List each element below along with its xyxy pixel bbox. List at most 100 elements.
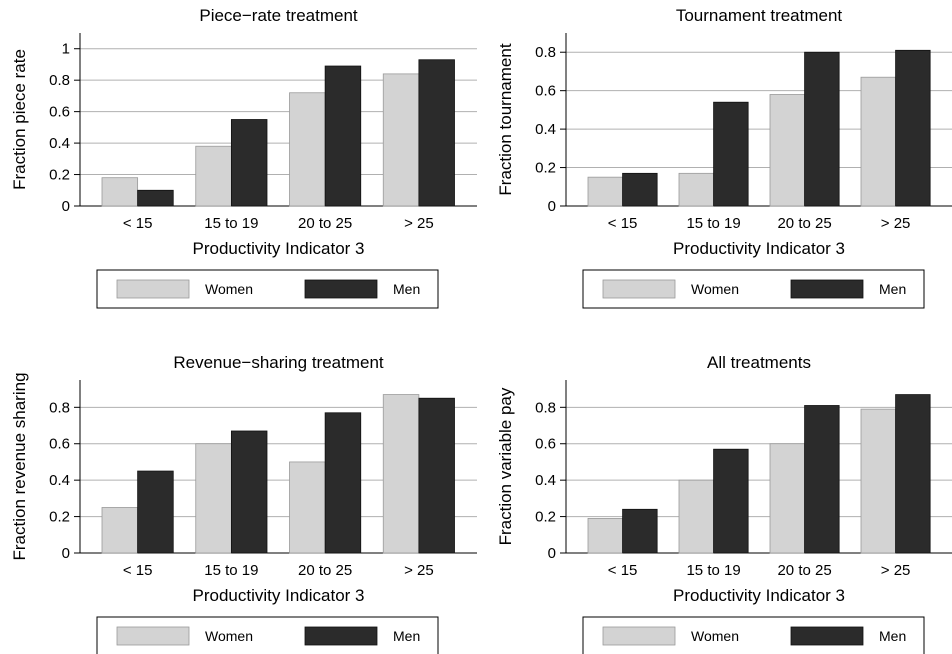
y-axis-label: Fraction tournament [496, 43, 515, 195]
legend-label-women: Women [691, 281, 739, 297]
x-tick-label: < 15 [123, 562, 153, 579]
bar-women-2 [195, 443, 232, 554]
y-tick-label: 0.4 [49, 472, 70, 489]
x-tick-label: > 25 [404, 562, 434, 579]
bar-women-1 [101, 177, 139, 207]
y-tick-label: 0.8 [49, 399, 70, 416]
chart-panel-3: Revenue−sharing treatment 0 0.2 0.4 0.6 0.8 Fr… [10, 353, 477, 654]
legend-label-men: Men [879, 281, 906, 297]
bar-women-3 [289, 461, 326, 554]
y-tick-label: 0 [62, 198, 70, 215]
bar-men-2 [230, 119, 268, 207]
bar-men-1 [622, 172, 658, 207]
y-tick-label: 0 [548, 198, 556, 215]
x-tick-label: < 15 [608, 215, 638, 232]
x-tick-label: 20 to 25 [777, 215, 831, 232]
bar-men-3 [324, 412, 362, 554]
legend-swatch-men [790, 626, 864, 646]
y-tick-label: 0.6 [535, 83, 556, 100]
legend-swatch-men [790, 279, 864, 299]
y-tick-label: 0.4 [535, 472, 556, 489]
chart-title: Tournament treatment [676, 6, 843, 25]
y-tick-label: 0.2 [49, 509, 70, 526]
bar-women-3 [289, 92, 326, 207]
y-tick-label: 0.2 [535, 160, 556, 177]
bar-men-4 [418, 59, 455, 207]
y-axis-label: Fraction piece rate [10, 49, 29, 190]
x-axis-label: Productivity Indicator 3 [193, 586, 365, 605]
legend-swatch-women [602, 279, 676, 299]
bar-men-1 [622, 508, 658, 554]
chart-title: All treatments [707, 353, 811, 372]
chart-panel-4: All treatments 0 0.2 0.4 0.6 0.8 Fraction vari… [496, 353, 952, 654]
bar-men-4 [895, 49, 931, 207]
bar-women-3 [769, 443, 805, 554]
y-tick-label: 0.4 [535, 121, 556, 138]
chart-title: Piece−rate treatment [199, 6, 358, 25]
x-axis-label: Productivity Indicator 3 [673, 239, 845, 258]
x-tick-label: > 25 [881, 562, 911, 579]
legend-label-women: Women [205, 281, 253, 297]
y-tick-label: 0 [62, 545, 70, 562]
x-tick-label: 20 to 25 [298, 215, 352, 232]
legend: Women Men [582, 616, 925, 654]
bar-men-2 [230, 430, 268, 554]
legend: Women Men [96, 269, 439, 309]
y-tick-label: 0 [548, 545, 556, 562]
legend-box [96, 616, 439, 654]
x-tick-label: > 25 [881, 215, 911, 232]
y-tick-label: 1 [62, 41, 70, 58]
bar-women-2 [195, 145, 232, 207]
bar-men-3 [804, 405, 840, 554]
y-axis-label: Fraction revenue sharing [10, 372, 29, 560]
legend-swatch-women [116, 279, 190, 299]
y-tick-label: 0.8 [535, 44, 556, 61]
bar-women-4 [382, 73, 420, 207]
bar-men-2 [713, 101, 749, 207]
bar-women-2 [678, 479, 714, 554]
bar-women-1 [101, 507, 139, 554]
legend-swatch-men [304, 626, 378, 646]
legend-swatch-women [116, 626, 190, 646]
x-tick-label: 15 to 19 [204, 562, 258, 579]
chart-panel-1: Piece−rate treatment 0 0.2 0.4 0.6 0.8 1 Fracti… [10, 6, 477, 309]
bar-women-1 [587, 518, 623, 554]
bar-women-4 [860, 408, 896, 554]
legend-label-men: Men [879, 628, 906, 644]
x-tick-label: 15 to 19 [686, 215, 740, 232]
y-tick-label: 0.2 [49, 167, 70, 184]
x-tick-label: 20 to 25 [777, 562, 831, 579]
bar-men-4 [418, 397, 455, 554]
legend-label-men: Men [393, 281, 420, 297]
x-tick-label: 15 to 19 [686, 562, 740, 579]
bar-men-3 [324, 65, 362, 207]
y-tick-label: 0.4 [49, 135, 70, 152]
x-tick-label: < 15 [123, 215, 153, 232]
x-tick-label: 20 to 25 [298, 562, 352, 579]
legend: Women Men [96, 616, 439, 654]
bar-men-1 [137, 470, 174, 554]
bar-women-4 [382, 394, 420, 554]
y-tick-label: 0.2 [535, 509, 556, 526]
y-axis-label: Fraction variable pay [496, 387, 515, 545]
legend-label-men: Men [393, 628, 420, 644]
y-tick-label: 0.8 [49, 72, 70, 89]
x-tick-label: 15 to 19 [204, 215, 258, 232]
chart-panel-2: Tournament treatment 0 0.2 0.4 0.6 0.8 Fractio… [496, 6, 952, 309]
bar-women-1 [587, 176, 623, 207]
bar-women-3 [769, 94, 805, 207]
bar-women-2 [678, 172, 714, 207]
chart-title: Revenue−sharing treatment [173, 353, 384, 372]
bar-men-4 [895, 394, 931, 554]
y-tick-label: 0.6 [49, 436, 70, 453]
bar-women-4 [860, 76, 896, 207]
legend-label-women: Women [691, 628, 739, 644]
y-tick-label: 0.6 [535, 436, 556, 453]
bar-men-1 [137, 189, 174, 207]
x-axis-label: Productivity Indicator 3 [673, 586, 845, 605]
y-tick-label: 0.6 [49, 104, 70, 121]
y-tick-label: 0.8 [535, 399, 556, 416]
x-tick-label: < 15 [608, 562, 638, 579]
bar-men-3 [804, 51, 840, 207]
bar-men-2 [713, 448, 749, 554]
